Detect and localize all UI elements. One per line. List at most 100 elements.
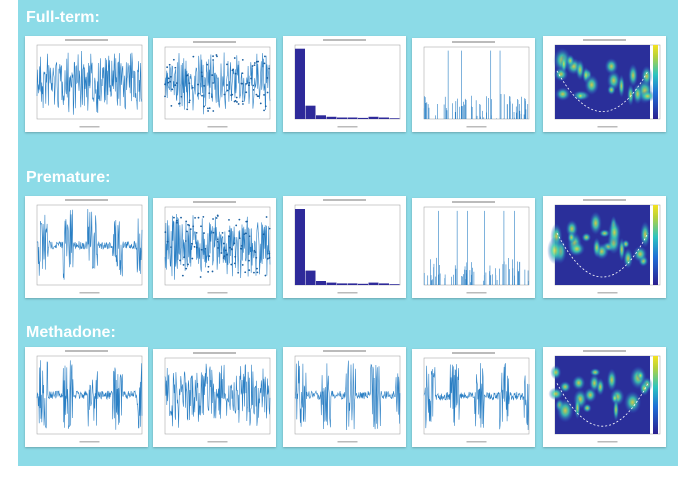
scalogram-blob [632, 83, 643, 105]
thumbnail [283, 347, 406, 447]
colorbar [653, 356, 658, 434]
thumbnail-title-bar [583, 350, 626, 352]
scatter-dot [231, 248, 233, 251]
thumbnail [283, 36, 406, 132]
scalogram-blob [611, 393, 618, 404]
scatter-dot [268, 67, 270, 70]
hist-bar [347, 283, 358, 285]
scatter-dot [256, 271, 259, 274]
hist-bar [379, 117, 389, 119]
scatter-dot [169, 80, 172, 83]
scatter-dot [215, 54, 218, 56]
scatter-dot [187, 263, 189, 266]
scalogram-blob [550, 365, 562, 380]
scatter-dot [226, 84, 228, 86]
scatter-dot [201, 75, 204, 78]
scatter-dot [225, 249, 227, 252]
thumbnail [153, 198, 276, 298]
scatter-dot [216, 240, 219, 243]
waveform [36, 50, 143, 115]
scalogram-blob [567, 231, 576, 244]
scalogram-blob [589, 368, 601, 377]
scatter-dot [257, 60, 260, 63]
scatter-dot [195, 246, 198, 249]
thumbnail [153, 38, 276, 132]
scatter-dot [188, 82, 191, 85]
scalogram-blob [599, 229, 611, 238]
scatter-dot [235, 96, 238, 99]
scatter-dot [265, 216, 268, 218]
scatter-dot [242, 103, 244, 105]
scatter-dot [228, 218, 230, 221]
scatter-dot [241, 82, 244, 85]
scatter-dot [190, 242, 193, 245]
hist-bar [379, 283, 389, 285]
scalogram-blob [584, 74, 600, 96]
scatter-dot [172, 58, 175, 61]
scatter-dot [222, 257, 225, 259]
hist-bar [368, 116, 379, 119]
scatter-dot [191, 257, 194, 260]
scalogram-blob [592, 237, 601, 258]
x-axis-caption [466, 292, 487, 294]
thumbnail [543, 36, 666, 132]
scalogram-blob [560, 54, 568, 74]
hist-bar [337, 117, 347, 119]
scatter-dot [244, 271, 247, 274]
scatter-dot [241, 100, 244, 103]
scatter-dot [252, 88, 255, 91]
waveform [423, 363, 530, 431]
scalogram-blob [618, 237, 626, 262]
thumbnail [412, 349, 535, 447]
hist-bar [358, 117, 368, 119]
scalogram-blob [582, 403, 592, 413]
scatter-dot [268, 252, 271, 255]
cone-of-influence [556, 232, 649, 278]
scalogram-blob [623, 248, 633, 269]
x-axis-caption [337, 292, 358, 294]
scalogram-blob [618, 74, 625, 98]
scatter-dot [200, 225, 202, 228]
scatter-dot [171, 88, 174, 91]
scalogram-blob [632, 245, 648, 263]
scatter-dot [255, 60, 258, 63]
scatter-dot [208, 107, 211, 110]
scatter-dot [226, 63, 228, 66]
scatter-dot [211, 74, 214, 76]
thumbnail-title-bar [583, 199, 626, 201]
scatter-dot [253, 64, 256, 67]
scatter-dot [216, 55, 218, 58]
scatter-dot [167, 77, 170, 80]
scatter-dot [174, 66, 177, 69]
scatter-dot [180, 216, 182, 219]
hist-bar [316, 281, 326, 285]
hist-bar [326, 282, 337, 285]
x-axis-caption [466, 441, 487, 443]
scatter-dot [257, 95, 260, 98]
scatter-dot [207, 110, 210, 112]
scatter-dot [235, 224, 238, 227]
thumbnail-title-bar [193, 201, 236, 203]
scatter-dot [259, 102, 262, 105]
scatter-dot [197, 83, 200, 86]
hist-bar [337, 283, 347, 285]
scalogram-blob [559, 381, 571, 393]
thumbnail [283, 196, 406, 298]
thumbnail-title-bar [323, 199, 366, 201]
scatter-dot [240, 245, 243, 247]
scatter-dot [191, 86, 194, 89]
waveform [164, 52, 271, 115]
scatter-dot [262, 233, 265, 236]
scatter-dot [203, 84, 206, 87]
thumbnail [543, 196, 666, 298]
scatter-dot [234, 72, 237, 75]
scalogram-blob [589, 374, 600, 393]
scatter-dot [226, 253, 228, 256]
scatter-dot [220, 252, 223, 254]
scatter-dot [264, 55, 266, 58]
scatter-dot [221, 231, 224, 234]
scatter-dot [203, 105, 205, 108]
thumbnail-title-bar [452, 201, 495, 203]
scalogram-blob [639, 221, 651, 248]
